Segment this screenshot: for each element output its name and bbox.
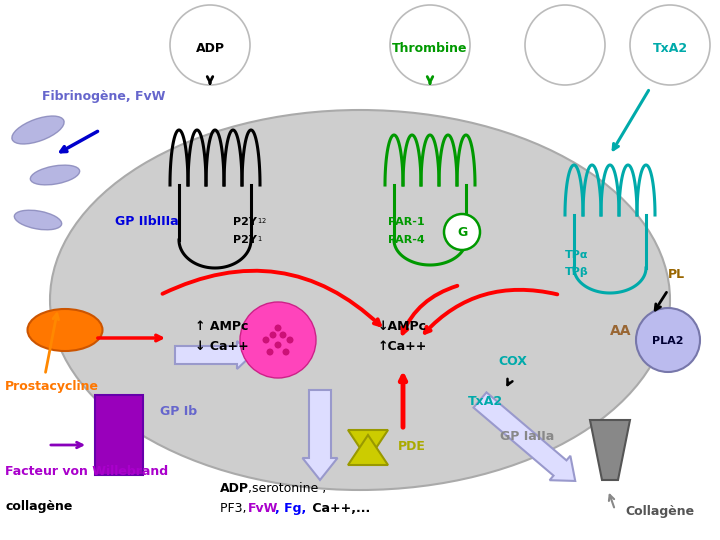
Text: ↓ Ca++: ↓ Ca++	[195, 340, 248, 353]
Text: COX: COX	[498, 355, 527, 368]
Text: P2Y: P2Y	[233, 217, 257, 227]
Circle shape	[525, 5, 605, 85]
Text: , Fg,: , Fg,	[275, 502, 306, 515]
Text: Prostacycline: Prostacycline	[5, 380, 99, 393]
Text: G: G	[457, 226, 467, 240]
Ellipse shape	[14, 210, 62, 230]
Text: Facteur von Willebrand: Facteur von Willebrand	[5, 465, 168, 478]
Text: GP IaIIa: GP IaIIa	[500, 430, 554, 443]
Text: PL: PL	[668, 268, 685, 281]
Text: GP IIbIIIa: GP IIbIIIa	[115, 215, 179, 228]
Text: PDE: PDE	[398, 440, 426, 453]
FancyArrow shape	[474, 393, 575, 481]
Circle shape	[444, 214, 480, 250]
Circle shape	[266, 348, 274, 355]
FancyArrow shape	[175, 341, 252, 369]
Text: PAR-1: PAR-1	[388, 217, 425, 227]
Text: ,serotonine ,: ,serotonine ,	[248, 482, 326, 495]
Text: AA: AA	[610, 324, 631, 338]
Circle shape	[170, 5, 250, 85]
Text: $_{1}$: $_{1}$	[257, 234, 263, 244]
Text: TPα: TPα	[565, 250, 588, 260]
Text: P2Y: P2Y	[233, 235, 257, 245]
Text: TPβ: TPβ	[565, 267, 589, 277]
Bar	[95, 395, 143, 475]
Circle shape	[274, 325, 282, 332]
Circle shape	[636, 308, 700, 372]
Text: ↑Ca++: ↑Ca++	[378, 340, 428, 353]
Ellipse shape	[12, 116, 64, 144]
Circle shape	[282, 348, 289, 355]
Text: ADP: ADP	[220, 482, 249, 495]
Circle shape	[390, 5, 470, 85]
Polygon shape	[590, 420, 630, 480]
Text: Collagène: Collagène	[625, 505, 694, 518]
Ellipse shape	[30, 165, 80, 185]
Text: PF3,: PF3,	[220, 502, 251, 515]
Circle shape	[240, 302, 316, 378]
Text: PAR-4: PAR-4	[388, 235, 425, 245]
Circle shape	[287, 336, 294, 343]
Text: Fibrinogène, FvW: Fibrinogène, FvW	[42, 90, 166, 103]
Ellipse shape	[50, 110, 670, 490]
Circle shape	[279, 332, 287, 339]
Circle shape	[630, 5, 710, 85]
Text: ↓AMPc: ↓AMPc	[378, 320, 427, 333]
Text: Ca++,...: Ca++,...	[308, 502, 370, 515]
Text: Thrombine: Thrombine	[392, 42, 468, 55]
Ellipse shape	[27, 309, 102, 351]
Polygon shape	[348, 435, 388, 465]
Text: ADP: ADP	[196, 42, 225, 55]
Text: $_{12}$: $_{12}$	[257, 216, 267, 226]
Text: collagène: collagène	[5, 500, 73, 513]
Circle shape	[274, 341, 282, 348]
Circle shape	[263, 336, 269, 343]
FancyArrow shape	[302, 390, 338, 480]
Text: PLA2: PLA2	[652, 336, 684, 346]
Text: FvW: FvW	[248, 502, 279, 515]
Text: ↑ AMPc: ↑ AMPc	[195, 320, 248, 333]
Text: TxA2: TxA2	[652, 42, 688, 55]
Text: TxA2: TxA2	[468, 395, 503, 408]
Text: GP Ib: GP Ib	[160, 405, 197, 418]
Polygon shape	[348, 430, 388, 460]
Circle shape	[269, 332, 276, 339]
